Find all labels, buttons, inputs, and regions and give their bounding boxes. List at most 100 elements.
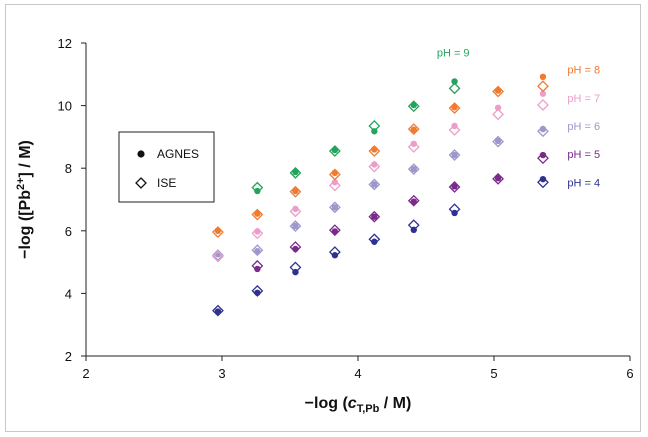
agnes-point [254, 247, 261, 255]
legend-agnes-marker [137, 150, 145, 158]
y-tick-label: 4 [65, 286, 72, 301]
series-label: pH = 5 [567, 149, 600, 161]
x-ticks: 2 3 4 5 6 [82, 356, 634, 381]
agnes-point [254, 289, 261, 296]
series-9 [251, 78, 461, 195]
agnes-point [451, 122, 458, 130]
ise-point [448, 102, 461, 115]
ise-point [407, 100, 420, 113]
agnes-point [371, 213, 378, 220]
agnes-point [451, 209, 458, 217]
x-tick-label: 2 [82, 366, 89, 381]
ise-point [328, 168, 341, 181]
ise-point [537, 152, 549, 165]
x-tick-label: 6 [626, 366, 633, 381]
agnes-point [494, 137, 502, 145]
legend-label: AGNES [157, 147, 199, 161]
ise-point [212, 249, 224, 262]
ise-point [492, 172, 504, 185]
agnes-point [539, 151, 547, 159]
ise-point [368, 178, 381, 191]
agnes-point [331, 228, 339, 235]
agnes-point [494, 87, 502, 94]
ise-point [407, 163, 420, 176]
ise-point [448, 181, 461, 193]
agnes-point [331, 204, 339, 211]
series-8 [212, 73, 549, 238]
agnes-point [451, 183, 458, 190]
agnes-point [331, 252, 339, 259]
ise-point [289, 185, 302, 198]
y-axis-title: −log ([Pb2+] / M) [15, 140, 34, 259]
agnes-point [254, 265, 261, 273]
agnes-point [410, 140, 417, 147]
legend-items: AGNES ISE [135, 147, 199, 190]
ise-point [407, 123, 420, 135]
agnes-point [292, 222, 299, 230]
ise-point [537, 176, 549, 189]
agnes-point [292, 168, 299, 176]
ise-point [251, 244, 264, 257]
chart-frame: 2 3 4 5 6 2 4 6 8 10 12 −log (cT,Pb / M) −log ([P… [5, 4, 641, 432]
ise-point [407, 140, 420, 153]
agnes-point [410, 165, 417, 173]
ise-point [492, 135, 504, 148]
agnes-point [494, 104, 502, 111]
agnes-point [331, 179, 339, 186]
ise-point [212, 304, 224, 317]
agnes-point [451, 103, 458, 111]
ise-point [289, 205, 302, 218]
agnes-point [371, 161, 378, 168]
ise-point [368, 145, 381, 157]
x-tick-label: 4 [354, 366, 361, 381]
ise-point [289, 166, 302, 179]
ise-point [492, 108, 504, 121]
ise-point [537, 80, 549, 93]
agnes-point [451, 78, 458, 85]
agnes-point [539, 175, 547, 183]
agnes-point [410, 126, 417, 133]
x-tick-label: 5 [490, 366, 497, 381]
agnes-point [410, 198, 417, 205]
agnes-point [410, 226, 417, 234]
legend-ise-marker [135, 177, 147, 189]
ise-point [368, 210, 381, 223]
ise-point [251, 208, 264, 221]
ise-point [251, 227, 264, 240]
agnes-point [371, 146, 378, 153]
ise-point [212, 226, 224, 238]
series-label: pH = 4 [567, 177, 600, 189]
series-6 [212, 125, 549, 262]
ise-point [407, 194, 420, 207]
ise-point [537, 99, 549, 111]
agnes-point [214, 227, 222, 234]
x-tick-label: 3 [218, 366, 225, 381]
agnes-point [371, 181, 378, 188]
series-5 [251, 151, 549, 273]
ise-point [368, 160, 381, 173]
y-tick-label: 12 [58, 36, 72, 51]
agnes-point [494, 175, 502, 182]
agnes-point [292, 245, 299, 253]
agnes-point [410, 101, 417, 109]
agnes-point [539, 125, 547, 133]
x-axis-title: −log (cT,Pb / M) [305, 395, 412, 415]
agnes-point [371, 238, 378, 245]
y-tick-label: 6 [65, 224, 72, 239]
agnes-point [331, 169, 339, 177]
series-label: pH = 7 [567, 93, 600, 105]
series-4 [212, 175, 549, 317]
ise-point [328, 145, 341, 157]
legend: AGNES ISE [118, 131, 215, 203]
agnes-point [539, 90, 547, 97]
agnes-point [254, 228, 261, 235]
legend-box [118, 131, 215, 203]
y-tick-label: 10 [58, 99, 72, 114]
axes: 2 3 4 5 6 2 4 6 8 10 12 [58, 36, 634, 381]
agnes-point [292, 205, 299, 213]
agnes-point [214, 308, 222, 315]
ise-point [448, 149, 461, 161]
data-points [212, 73, 549, 317]
agnes-point [331, 146, 339, 154]
y-tick-label: 8 [65, 161, 72, 176]
